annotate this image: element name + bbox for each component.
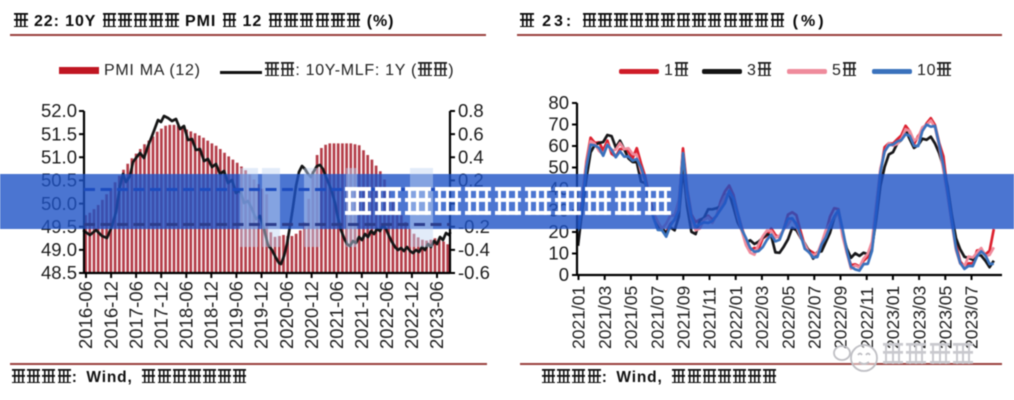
- svg-text:2020-12: 2020-12: [301, 281, 322, 349]
- svg-text:2022/03: 2022/03: [752, 286, 772, 349]
- svg-text:0: 0: [559, 264, 569, 285]
- svg-text:2020-06: 2020-06: [276, 281, 297, 349]
- svg-text:2021-12: 2021-12: [351, 281, 372, 349]
- svg-text:2021/05: 2021/05: [621, 286, 641, 349]
- svg-text:2023/05: 2023/05: [936, 286, 956, 349]
- svg-text:2022-12: 2022-12: [401, 281, 422, 349]
- svg-text:2023/03: 2023/03: [909, 286, 929, 349]
- svg-text:2017-06: 2017-06: [125, 281, 146, 349]
- svg-text:2022-06: 2022-06: [376, 281, 397, 349]
- svg-text:2019-12: 2019-12: [251, 281, 272, 349]
- svg-text:2017-12: 2017-12: [150, 281, 171, 349]
- svg-text:2016-12: 2016-12: [100, 281, 121, 349]
- svg-text:51.0: 51.0: [41, 147, 77, 168]
- svg-text:-0.4: -0.4: [458, 239, 490, 260]
- svg-text:51.5: 51.5: [41, 123, 77, 144]
- svg-text:2023/07: 2023/07: [962, 286, 982, 349]
- svg-text:70: 70: [548, 114, 569, 135]
- svg-text:60: 60: [548, 135, 569, 156]
- svg-text:2021/03: 2021/03: [595, 286, 615, 349]
- svg-text:2021/07: 2021/07: [647, 286, 667, 349]
- svg-text:2022/07: 2022/07: [805, 286, 825, 349]
- svg-text:2022/01: 2022/01: [726, 286, 746, 349]
- svg-text:50: 50: [548, 157, 569, 178]
- svg-text:2022/11: 2022/11: [857, 287, 877, 349]
- svg-text:2016-06: 2016-06: [75, 281, 96, 349]
- svg-text:2019-06: 2019-06: [226, 281, 247, 349]
- svg-text:2018-06: 2018-06: [176, 281, 197, 349]
- svg-text:2023/01: 2023/01: [883, 286, 903, 349]
- svg-text:10: 10: [548, 243, 569, 264]
- svg-text:2018-12: 2018-12: [201, 281, 222, 349]
- svg-text:80: 80: [548, 92, 569, 113]
- svg-text:2021-06: 2021-06: [326, 281, 347, 349]
- svg-text:0.6: 0.6: [458, 123, 484, 144]
- svg-text:52.0: 52.0: [41, 100, 77, 121]
- svg-text:0.4: 0.4: [458, 147, 484, 168]
- svg-text:2021/01: 2021/01: [569, 286, 589, 349]
- svg-text:2022/09: 2022/09: [831, 286, 851, 349]
- svg-text:2023-06: 2023-06: [426, 281, 447, 349]
- svg-text:49.0: 49.0: [41, 239, 77, 260]
- svg-text:0.8: 0.8: [458, 100, 484, 121]
- svg-text:-0.6: -0.6: [458, 262, 490, 283]
- svg-text:2021/09: 2021/09: [674, 286, 694, 349]
- svg-text:48.5: 48.5: [41, 262, 77, 283]
- svg-text:2022/05: 2022/05: [778, 286, 798, 349]
- svg-text:2021/11: 2021/11: [700, 287, 720, 349]
